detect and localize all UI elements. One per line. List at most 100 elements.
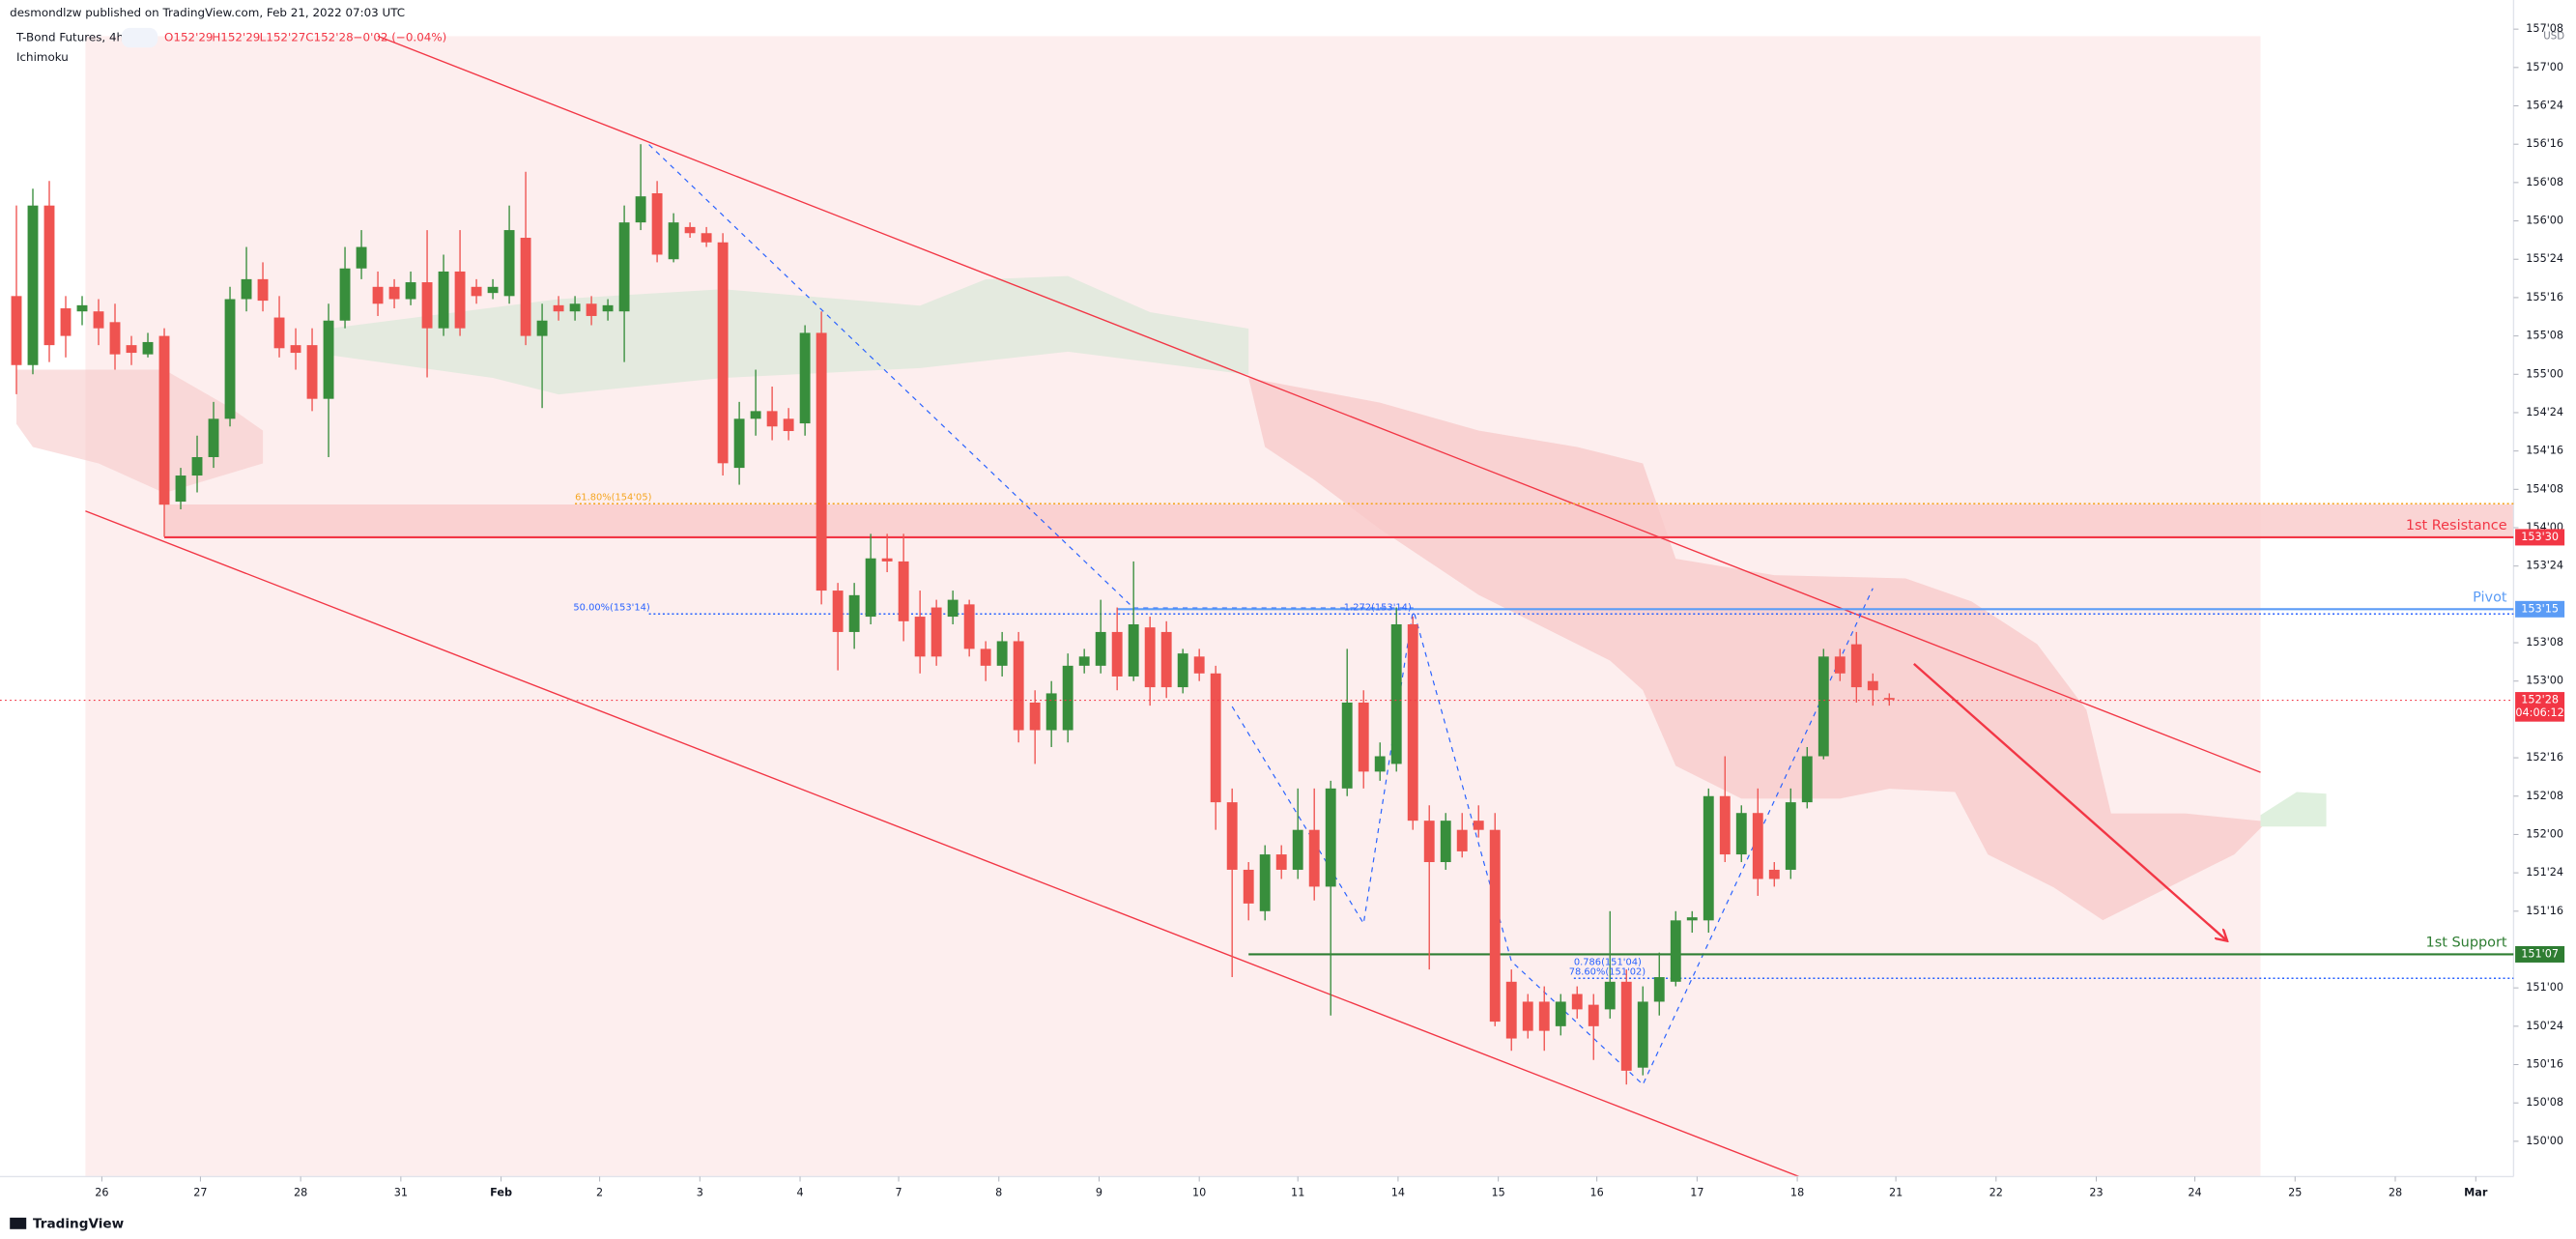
- channel-line: [377, 35, 2261, 773]
- candle-body: [635, 196, 646, 223]
- candle-body: [158, 335, 170, 505]
- candle-body: [1818, 656, 1829, 757]
- candle-body: [1128, 623, 1139, 677]
- candle-body: [1653, 977, 1665, 1002]
- candle-body: [1620, 981, 1632, 1071]
- candle-body: [1703, 795, 1714, 921]
- candle-body: [421, 282, 433, 329]
- candle-body: [11, 296, 22, 365]
- fib-label: 1.272(153'14): [1344, 602, 1412, 613]
- drawings: [16, 35, 2514, 1177]
- level-value-label: 153'30: [2521, 531, 2559, 543]
- last-price-label: 152'28: [2521, 694, 2559, 706]
- level-value-label: 153'15: [2521, 602, 2559, 615]
- candle-body: [1193, 656, 1205, 674]
- candle-body: [388, 286, 400, 300]
- y-tick-label: 150'16: [2526, 1058, 2563, 1071]
- x-tick-label: 28: [2389, 1186, 2402, 1198]
- candle-body: [963, 604, 975, 649]
- level-value-label: 151'07: [2521, 947, 2559, 960]
- candle-body: [1850, 644, 1862, 688]
- candle-body: [1374, 756, 1386, 772]
- footer: TradingView: [33, 1217, 125, 1232]
- candle-body: [914, 617, 926, 657]
- candle-body: [60, 308, 72, 336]
- ohlc-readout: −0'02 (−0.04%): [354, 31, 447, 44]
- candle-body: [109, 322, 121, 355]
- y-tick-label: 156'24: [2526, 100, 2563, 112]
- candle-body: [1522, 1001, 1533, 1031]
- x-tick-label: 24: [2188, 1186, 2201, 1198]
- candle-body: [1308, 829, 1320, 887]
- candle-body: [996, 641, 1008, 666]
- y-tick-label: 153'00: [2526, 675, 2563, 687]
- candle-body: [27, 205, 39, 365]
- y-tick-label: 150'08: [2526, 1096, 2563, 1109]
- candle-body: [323, 320, 334, 399]
- candle-body: [1029, 702, 1041, 731]
- candle-body: [224, 299, 236, 419]
- candle-body: [339, 268, 351, 321]
- candle-body: [290, 345, 301, 354]
- chart-title: T-Bond Futures, 4h,: [15, 31, 128, 44]
- logo: [10, 1217, 27, 1229]
- x-tick-label: 9: [1096, 1186, 1102, 1198]
- candle-body: [1801, 756, 1813, 803]
- candle-body: [602, 304, 614, 312]
- candle-body: [1834, 656, 1846, 674]
- candle-body: [1013, 641, 1024, 731]
- candle-body: [536, 320, 548, 336]
- x-tick-label: 8: [995, 1186, 1002, 1198]
- level-name: 1st Resistance: [2406, 518, 2507, 533]
- x-tick-label: 28: [294, 1186, 307, 1198]
- level-name: 1st Support: [2426, 936, 2507, 951]
- candle-body: [520, 238, 531, 336]
- y-tick-label: 155'24: [2526, 252, 2563, 265]
- x-tick-label: 31: [394, 1186, 408, 1198]
- x-tick-label: 16: [1590, 1186, 1604, 1198]
- candle-body: [1456, 829, 1468, 851]
- ohlc-readout: H152'29: [212, 31, 260, 44]
- fib-label: 50.00%(153'14): [573, 602, 649, 613]
- candle-body: [1259, 854, 1271, 911]
- y-tick-label: 156'16: [2526, 137, 2563, 150]
- candle-body: [947, 599, 959, 618]
- y-tick-label: 152'08: [2526, 790, 2563, 802]
- candle-body: [930, 607, 942, 657]
- candle-body: [1177, 653, 1188, 688]
- candle-body: [1111, 631, 1123, 677]
- candle-body: [684, 226, 696, 234]
- y-tick-label: 157'08: [2526, 22, 2563, 35]
- candle-body: [273, 317, 285, 349]
- candle-body: [848, 594, 860, 632]
- candle-body: [454, 271, 466, 329]
- candle-body: [618, 222, 630, 312]
- y-tick-label: 155'16: [2526, 291, 2563, 303]
- forecast-arrow: [1913, 663, 2226, 940]
- candle-body: [1325, 788, 1336, 887]
- candle-body: [1390, 623, 1402, 764]
- candle-body: [1686, 917, 1698, 921]
- candle-body: [1637, 1001, 1648, 1068]
- y-tick-label: 150'24: [2526, 1020, 2563, 1032]
- y-tick-label: 150'00: [2526, 1135, 2563, 1147]
- candle-body: [1358, 702, 1369, 772]
- candle-body: [569, 303, 581, 312]
- candle-body: [191, 456, 203, 476]
- channel-line: [85, 510, 1800, 1177]
- y-tick-label: 157'00: [2526, 61, 2563, 73]
- candle-body: [1275, 854, 1287, 870]
- candle-body: [438, 271, 449, 329]
- y-tick-label: 156'08: [2526, 176, 2563, 188]
- y-tick-label: 154'08: [2526, 482, 2563, 495]
- currency: USD: [2543, 31, 2564, 42]
- candle-body: [898, 561, 909, 621]
- candle-body: [651, 192, 663, 255]
- candle-body: [1571, 994, 1583, 1010]
- y-tick-label: 155'08: [2526, 330, 2563, 342]
- candle-body: [257, 278, 269, 302]
- candle-body: [1473, 821, 1484, 830]
- x-tick-label: 10: [1192, 1186, 1206, 1198]
- y-tick-label: 151'24: [2526, 866, 2563, 879]
